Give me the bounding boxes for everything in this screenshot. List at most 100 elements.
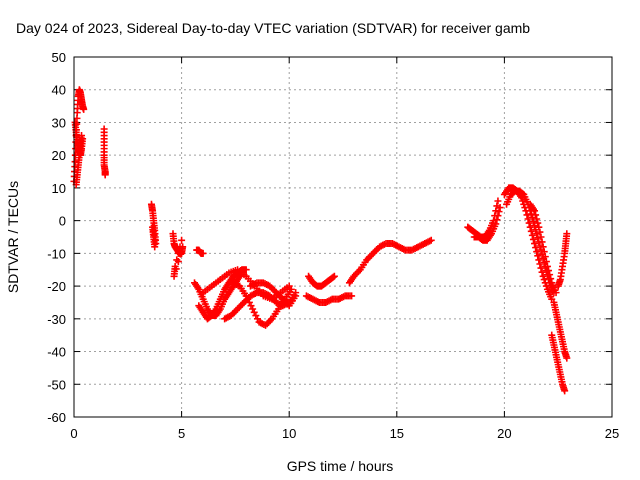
series-arc-22-23h-a bbox=[548, 331, 569, 395]
data-point bbox=[523, 211, 531, 219]
data-point bbox=[563, 230, 571, 238]
x-tick-label: 25 bbox=[605, 426, 619, 441]
data-point bbox=[329, 273, 337, 281]
data-point bbox=[80, 105, 88, 113]
data-point bbox=[531, 240, 539, 248]
data-point bbox=[535, 256, 543, 264]
data-point bbox=[537, 233, 545, 241]
data-point bbox=[536, 228, 544, 236]
data-point bbox=[526, 223, 534, 231]
x-tick-label: 0 bbox=[70, 426, 77, 441]
y-tick-label: 10 bbox=[52, 181, 66, 196]
data-point bbox=[171, 262, 179, 270]
series-arc-valley-b bbox=[195, 266, 250, 323]
data-point bbox=[532, 211, 540, 219]
series-arc-22-23h-c bbox=[554, 230, 571, 290]
data-point bbox=[546, 271, 554, 279]
data-point bbox=[527, 227, 535, 235]
data-point bbox=[252, 312, 260, 320]
y-tick-label: -60 bbox=[47, 410, 66, 425]
y-axis-label: SDTVAR / TECUs bbox=[5, 181, 21, 293]
data-point bbox=[249, 305, 257, 313]
series-arc-4_6h bbox=[169, 230, 187, 280]
data-point bbox=[537, 264, 545, 272]
data-point bbox=[531, 207, 539, 215]
data-point bbox=[427, 236, 435, 244]
y-tick-label: 40 bbox=[52, 83, 66, 98]
data-point bbox=[539, 243, 547, 251]
data-point bbox=[538, 238, 546, 246]
data-point bbox=[536, 260, 544, 268]
y-tick-label: -30 bbox=[47, 312, 66, 327]
series-arc-early-4 bbox=[100, 125, 109, 179]
series-arc-22-23h-b bbox=[550, 298, 571, 362]
y-tick-label: 0 bbox=[59, 214, 66, 229]
data-point bbox=[199, 249, 207, 257]
data-point bbox=[524, 215, 532, 223]
series-arc-5_7h bbox=[193, 246, 207, 257]
data-point bbox=[247, 302, 255, 310]
data-point bbox=[561, 387, 569, 395]
data-point bbox=[533, 248, 541, 256]
data-point bbox=[287, 285, 295, 293]
data-point bbox=[348, 292, 356, 300]
x-tick-label: 10 bbox=[282, 426, 296, 441]
data-point bbox=[533, 215, 541, 223]
data-point bbox=[492, 207, 500, 215]
data-point bbox=[563, 354, 571, 362]
data-point bbox=[250, 308, 258, 316]
data-point bbox=[496, 204, 504, 212]
x-tick-label: 20 bbox=[497, 426, 511, 441]
data-point bbox=[527, 210, 535, 218]
plot-frame bbox=[73, 56, 613, 418]
y-tick-label: 50 bbox=[52, 50, 66, 65]
y-tick-label: -20 bbox=[47, 279, 66, 294]
series-arc-11h bbox=[305, 272, 338, 290]
data-point bbox=[542, 282, 550, 290]
series-arc-valley-e bbox=[229, 279, 295, 329]
data-point bbox=[525, 219, 533, 227]
data-point bbox=[494, 197, 502, 205]
series-arc-13-16h bbox=[345, 236, 435, 287]
data-point bbox=[493, 216, 501, 224]
data-point bbox=[71, 158, 79, 166]
series-arc-early-3 bbox=[72, 132, 86, 189]
data-point bbox=[492, 220, 500, 228]
data-point bbox=[494, 212, 502, 220]
chart-title: Day 024 of 2023, Sidereal Day-to-day VTE… bbox=[16, 20, 530, 36]
data-point bbox=[173, 256, 181, 264]
data-point bbox=[176, 243, 184, 251]
series-arc-21-22h bbox=[526, 200, 560, 297]
series-arc-3_7h bbox=[147, 200, 160, 251]
y-tick-label: 30 bbox=[52, 115, 66, 130]
series-arc-19h-b bbox=[470, 204, 504, 244]
data-point bbox=[545, 267, 553, 275]
data-point bbox=[532, 244, 540, 252]
y-tick-label: -40 bbox=[47, 345, 66, 360]
y-tick-label: -50 bbox=[47, 377, 66, 392]
x-tick-label: 15 bbox=[390, 426, 404, 441]
data-point bbox=[534, 234, 542, 242]
data-point bbox=[541, 253, 549, 261]
data-point bbox=[330, 272, 338, 280]
series-arc-11h-low bbox=[302, 292, 356, 306]
data-point bbox=[101, 171, 109, 179]
data-point bbox=[78, 132, 86, 140]
data-point bbox=[174, 249, 182, 257]
data-point bbox=[535, 223, 543, 231]
data-point bbox=[536, 242, 544, 250]
data-point bbox=[242, 266, 250, 274]
y-tick-labels: -60 -50 -40 -30 -20 -10 0 10 20 30 40 50 bbox=[47, 50, 66, 425]
series-arc-valley-f bbox=[246, 279, 300, 310]
data-point bbox=[542, 258, 550, 266]
data-point bbox=[552, 289, 560, 297]
data-point bbox=[540, 276, 548, 284]
data-point bbox=[540, 248, 548, 256]
y-tick-label: -10 bbox=[47, 246, 66, 261]
data-point bbox=[529, 235, 537, 243]
data-point bbox=[534, 252, 542, 260]
data-point bbox=[292, 292, 300, 300]
x-axis-label: GPS time / hours bbox=[287, 458, 394, 474]
data-point bbox=[151, 243, 159, 251]
